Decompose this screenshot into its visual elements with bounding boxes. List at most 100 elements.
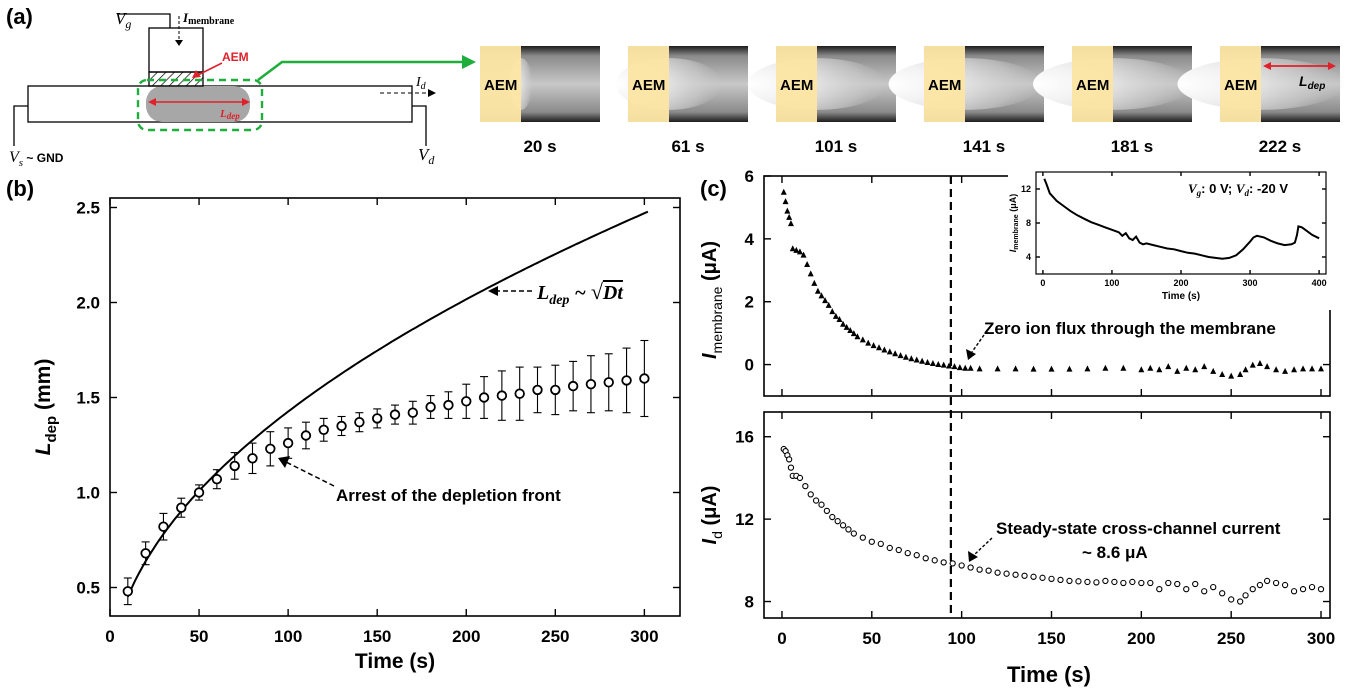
- x-tick-label: 50: [862, 629, 881, 648]
- data-point: [913, 356, 920, 363]
- data-point: [1256, 360, 1263, 366]
- y-tick-label: 0: [745, 356, 754, 375]
- snapshot-aem-block: [776, 46, 817, 122]
- arrest-label: Arrest of the depletion front: [336, 486, 561, 505]
- data-point: [780, 188, 787, 195]
- data-point: [1272, 579, 1280, 587]
- panel-label-a: (a): [6, 4, 33, 29]
- data-point: [1290, 588, 1298, 595]
- data-point: [1299, 586, 1307, 593]
- data-point: [1273, 366, 1280, 373]
- data-point: [1012, 571, 1019, 578]
- steady-state-arrow: [973, 537, 993, 556]
- data-point: [796, 248, 803, 255]
- x-tick-label: 100: [947, 629, 975, 648]
- chart-c-bottom: 0 50 100 150 200 250 300 8 12 16 Time (s) Id (μA)…: [699, 411, 1335, 687]
- data-point: [247, 453, 258, 464]
- steady-state-arrow-head: [968, 551, 978, 562]
- data-point: [1237, 598, 1244, 605]
- data-point: [1165, 579, 1172, 587]
- data-point: [1048, 575, 1055, 583]
- y-tick-label: 2.0: [76, 293, 100, 312]
- data-point: [967, 364, 974, 371]
- snapshot-ldep-main: L: [1299, 73, 1308, 89]
- device-schematic: Vg Imembrane AEM Ldep Id Vs ~ GND Vd: [9, 9, 476, 169]
- inset-ylabel: Imembrane (μA): [1008, 194, 1020, 252]
- data-point: [282, 437, 294, 449]
- ldep-arrow-left: [148, 98, 156, 106]
- chart-c-bottom-xlabel: Time (s): [1007, 662, 1091, 687]
- data-point: [940, 361, 947, 368]
- chart-b: 0 50 100 150 200 250 300 0.5 1.0 1.5 2.0 2.5 Time (…: [32, 197, 681, 673]
- y-tick-label: 16: [735, 428, 754, 447]
- snapshot-aem-label: AEM: [928, 77, 961, 94]
- snapshot-frame: AEM 61 s: [616, 46, 748, 156]
- data-point: [793, 246, 800, 253]
- data-point: [265, 443, 276, 455]
- x-tick-label: 100: [1104, 278, 1119, 288]
- data-point: [976, 365, 983, 372]
- data-point: [818, 501, 825, 508]
- snapshot-aem-label: AEM: [632, 77, 665, 94]
- chart-c-bottom-ticks: 0 50 100 150 200 250 300 8 12 16: [735, 412, 1335, 648]
- y-tick-label: 8: [745, 592, 754, 611]
- data-point: [1129, 578, 1136, 586]
- x-tick-label: 150: [1037, 629, 1065, 648]
- data-point: [940, 559, 947, 566]
- y-tick-label: 6: [745, 167, 754, 186]
- data-point: [407, 407, 419, 418]
- data-point: [951, 363, 958, 370]
- snapshot-time-label: 181 s: [1111, 137, 1154, 156]
- data-point: [994, 365, 1001, 372]
- data-point: [585, 379, 597, 390]
- zoom-box: [136, 78, 264, 132]
- data-point: [1249, 586, 1256, 593]
- data-point: [354, 417, 365, 428]
- data-point: [229, 460, 240, 472]
- data-point: [789, 245, 796, 252]
- data-point: [829, 513, 836, 521]
- data-point: [1249, 361, 1256, 368]
- snapshot-aem-block: [628, 46, 669, 122]
- data-point: [1174, 580, 1181, 588]
- data-point: [782, 198, 789, 205]
- data-point: [1308, 583, 1316, 591]
- data-point: [814, 287, 821, 294]
- y-tick-label: 2: [745, 293, 754, 312]
- data-point: [193, 487, 205, 498]
- data-point: [318, 424, 329, 436]
- data-point: [929, 360, 936, 366]
- data-point: [913, 552, 920, 559]
- data-point: [836, 316, 843, 322]
- data-point: [800, 251, 807, 258]
- data-point: [639, 373, 650, 384]
- data-point: [829, 308, 836, 315]
- inset-ticks: 0 100 200 300 400 4 8 12: [1021, 172, 1327, 288]
- data-point: [1318, 365, 1325, 372]
- data-point: [1183, 586, 1190, 593]
- snapshot-time-label: 61 s: [671, 137, 704, 156]
- inset-background: [1008, 170, 1338, 310]
- chart-c-bottom-points: [780, 445, 1325, 605]
- data-point: [962, 364, 969, 371]
- y-tick-label: 1.0: [76, 483, 100, 502]
- data-point: [478, 392, 490, 403]
- y-tick-label: 2.5: [76, 198, 100, 217]
- id-label: Id: [415, 75, 427, 92]
- vd-label: Vd: [418, 145, 435, 167]
- data-point: [1156, 586, 1163, 593]
- data-point: [1138, 579, 1145, 587]
- data-point: [1210, 367, 1217, 374]
- snapshot-aem-label: AEM: [1224, 77, 1257, 94]
- snapshot-aem-label: AEM: [484, 77, 517, 94]
- snapshot-frame: AEM 181 s: [1033, 46, 1193, 156]
- y-tick-label: 4: [745, 230, 755, 249]
- data-point: [868, 538, 875, 545]
- data-point: [1084, 365, 1091, 372]
- x-tick-label: 0: [105, 627, 114, 646]
- data-point: [1309, 365, 1316, 372]
- data-point: [1120, 579, 1127, 587]
- vg-label: Vg: [115, 9, 131, 31]
- aem-pointer: [197, 62, 223, 76]
- x-tick-label: 250: [1217, 629, 1245, 648]
